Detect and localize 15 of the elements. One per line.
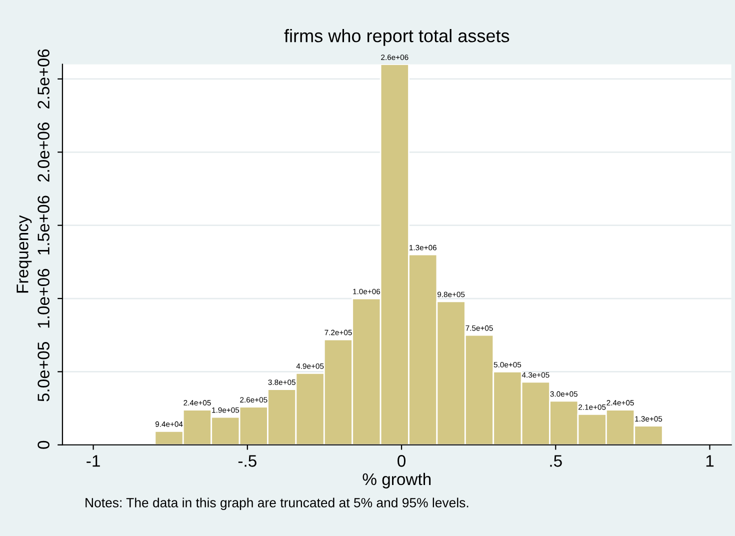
y-tick-label: 2.0e+06 bbox=[38, 122, 50, 182]
y-tick-label: 5.0e+05 bbox=[38, 342, 50, 402]
x-tick-label: 0 bbox=[398, 455, 406, 467]
x-axis-title: % growth bbox=[362, 472, 431, 488]
y-tick-label: 1.5e+06 bbox=[38, 196, 50, 254]
x-tick-label: -.5 bbox=[238, 455, 256, 467]
x-tick-label: 1 bbox=[706, 455, 714, 467]
y-tick-label: 2.5e+06 bbox=[38, 49, 50, 108]
y-tick-label: 1.0e+06 bbox=[38, 268, 50, 328]
chart-title: firms who report total assets bbox=[284, 29, 510, 46]
y-axis-title: Frequency bbox=[16, 215, 32, 293]
x-tick-label: -1 bbox=[86, 455, 100, 467]
text: Notes: The data in this graph are truncated at 5% and 95% levels. bbox=[86, 498, 468, 510]
x-tick-label: .5 bbox=[550, 455, 562, 467]
y-tick-label: 0 bbox=[38, 440, 50, 449]
